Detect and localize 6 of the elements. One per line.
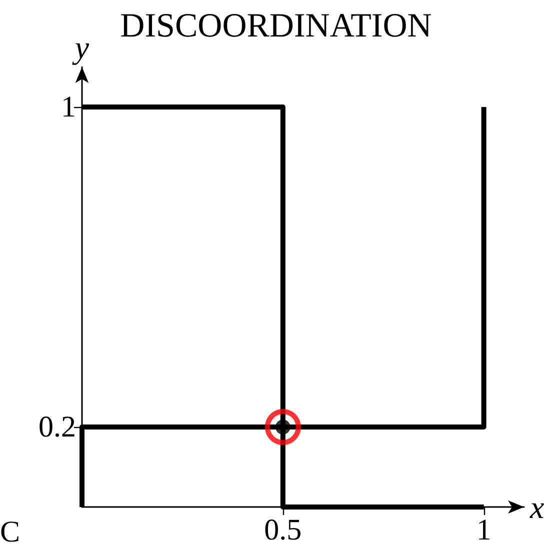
x-tick-label: 0.5	[264, 514, 302, 546]
y-tick-label: 0.2	[38, 410, 76, 444]
chart-title: DISCOORDINATION	[120, 8, 432, 44]
text: C	[0, 516, 20, 548]
x-axis-title: x	[529, 489, 544, 525]
y-axis-title: y	[72, 29, 90, 65]
